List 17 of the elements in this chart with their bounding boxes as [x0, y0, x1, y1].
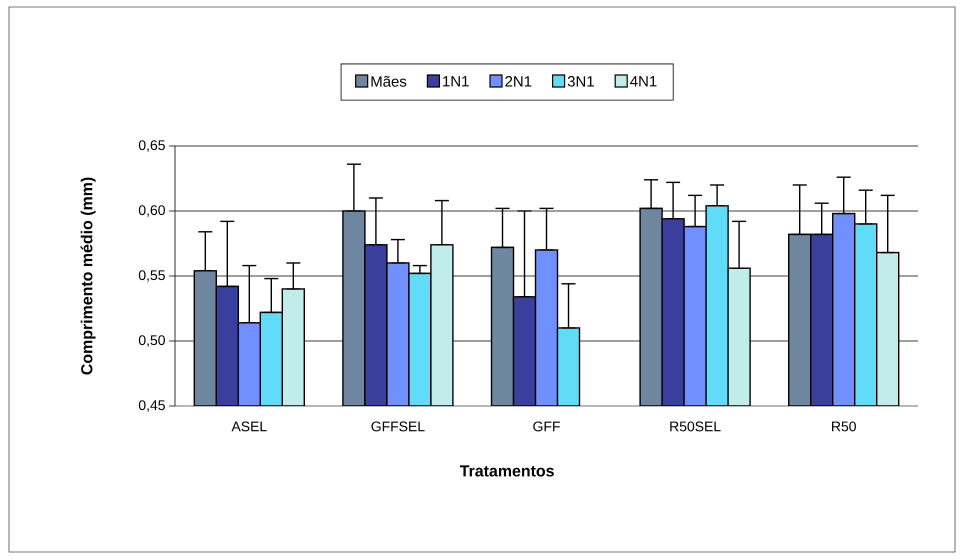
- x-tick-label: GFF: [533, 421, 560, 432]
- x-tick-label: GFFSEL: [371, 421, 425, 432]
- y-tick-label: 0,65: [138, 140, 165, 152]
- x-axis-title: Tratamentos: [460, 465, 554, 477]
- y-axis-title: Comprimento médio (mm): [80, 178, 96, 375]
- legend-label: 2N1: [505, 76, 532, 86]
- legend-label: 3N1: [568, 76, 594, 87]
- x-tick-label: R50: [832, 421, 856, 432]
- legend-label: 1N1: [443, 76, 469, 86]
- legend-label: 4N1: [630, 76, 656, 86]
- y-tick-label: 0,50: [138, 335, 165, 347]
- legend-label: Mães: [371, 76, 406, 87]
- x-tick-label: ASEL: [232, 421, 267, 432]
- y-tick-label: 0,45: [138, 400, 165, 412]
- x-tick-label: R50SEL: [670, 421, 721, 432]
- y-tick-label: 0,55: [138, 270, 165, 282]
- y-tick-label: 0,60: [138, 205, 165, 217]
